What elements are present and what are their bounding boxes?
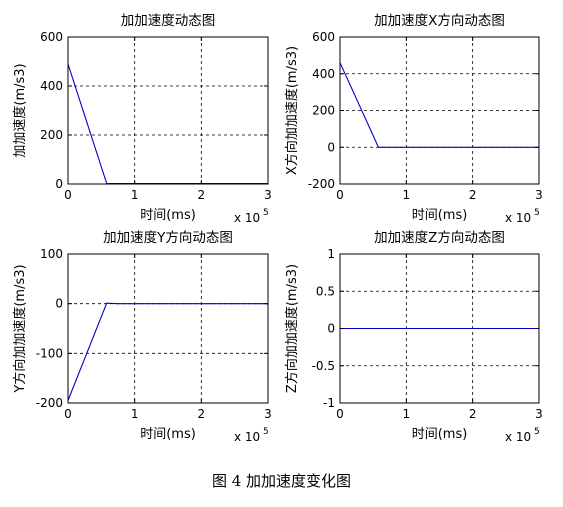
y-tick-label: -200 — [36, 396, 63, 410]
x-tick-label: 2 — [198, 407, 206, 421]
chart-title: 加加速度Z方向动态图 — [374, 230, 505, 246]
x-tick-label: 3 — [264, 188, 272, 202]
y-tick-label: 1 — [327, 247, 335, 261]
x-tick-label: 3 — [264, 407, 272, 421]
y-tick-label: 0 — [55, 177, 63, 191]
y-tick-label: 600 — [40, 30, 63, 44]
y-tick-label: -0.5 — [312, 359, 335, 373]
x-tick-label: 0 — [64, 407, 72, 421]
x-tick-label: 1 — [131, 407, 139, 421]
series-line-1 — [339, 62, 539, 148]
y-tick-label: -1 — [323, 396, 335, 410]
x-tick-label: 2 — [469, 188, 477, 202]
x-multiplier: x 10 — [234, 430, 260, 444]
x-tick-label: 0 — [64, 188, 72, 202]
x-tick-label: 3 — [535, 188, 543, 202]
y-tick-label: 100 — [40, 247, 63, 261]
x-tick-label: 2 — [198, 188, 206, 202]
x-multiplier-exponent: 5 — [534, 208, 540, 218]
y-tick-label: -200 — [308, 177, 335, 191]
chart-title: 加加速度Y方向动态图 — [103, 230, 233, 246]
y-tick-label: 0 — [55, 297, 63, 311]
x-tick-label: 1 — [403, 407, 411, 421]
axes-frame — [67, 253, 269, 404]
x-tick-label: 0 — [336, 407, 344, 421]
plot-area — [68, 37, 268, 184]
x-multiplier: x 10 — [505, 430, 531, 444]
figure-caption: 图 4 加加速度变化图 — [211, 472, 352, 490]
y-axis-label: X方向加加速度(m/s3) — [284, 46, 300, 175]
chart-title: 加加速度动态图 — [121, 13, 216, 29]
x-axis-label: 时间(ms) — [140, 208, 196, 223]
x-axis-label: 时间(ms) — [140, 427, 196, 442]
y-tick-label: 200 — [40, 128, 63, 142]
x-multiplier-exponent: 5 — [263, 208, 269, 218]
x-axis-label: 时间(ms) — [412, 427, 468, 442]
y-tick-label: -100 — [36, 346, 63, 360]
y-axis-label: Y方向加加速度(m/s3) — [12, 264, 28, 393]
x-tick-label: 1 — [403, 188, 411, 202]
series-line-1 — [67, 302, 268, 401]
x-tick-label: 2 — [469, 407, 477, 421]
x-multiplier-exponent: 5 — [263, 427, 269, 437]
x-tick-label: 0 — [336, 188, 344, 202]
y-tick-label: 0 — [327, 322, 335, 336]
chart-title: 加加速度X方向动态图 — [374, 13, 505, 29]
y-tick-label: 400 — [312, 67, 335, 81]
x-tick-label: 3 — [535, 407, 543, 421]
plot-area — [340, 37, 539, 184]
y-tick-label: 200 — [312, 104, 335, 118]
y-tick-label: 0.5 — [316, 284, 335, 298]
x-multiplier-exponent: 5 — [534, 427, 540, 437]
y-tick-label: 600 — [312, 30, 335, 44]
x-tick-label: 1 — [131, 188, 139, 202]
y-tick-label: 400 — [40, 79, 63, 93]
plot-area — [68, 254, 268, 403]
y-tick-label: 0 — [327, 140, 335, 154]
x-multiplier: x 10 — [505, 211, 531, 225]
x-axis-label: 时间(ms) — [412, 208, 468, 223]
x-multiplier: x 10 — [234, 211, 260, 225]
axes-frame — [67, 36, 269, 185]
y-axis-label: Z方向加加速度(m/s3) — [284, 264, 300, 393]
y-axis-label: 加加速度(m/s3) — [12, 63, 28, 157]
